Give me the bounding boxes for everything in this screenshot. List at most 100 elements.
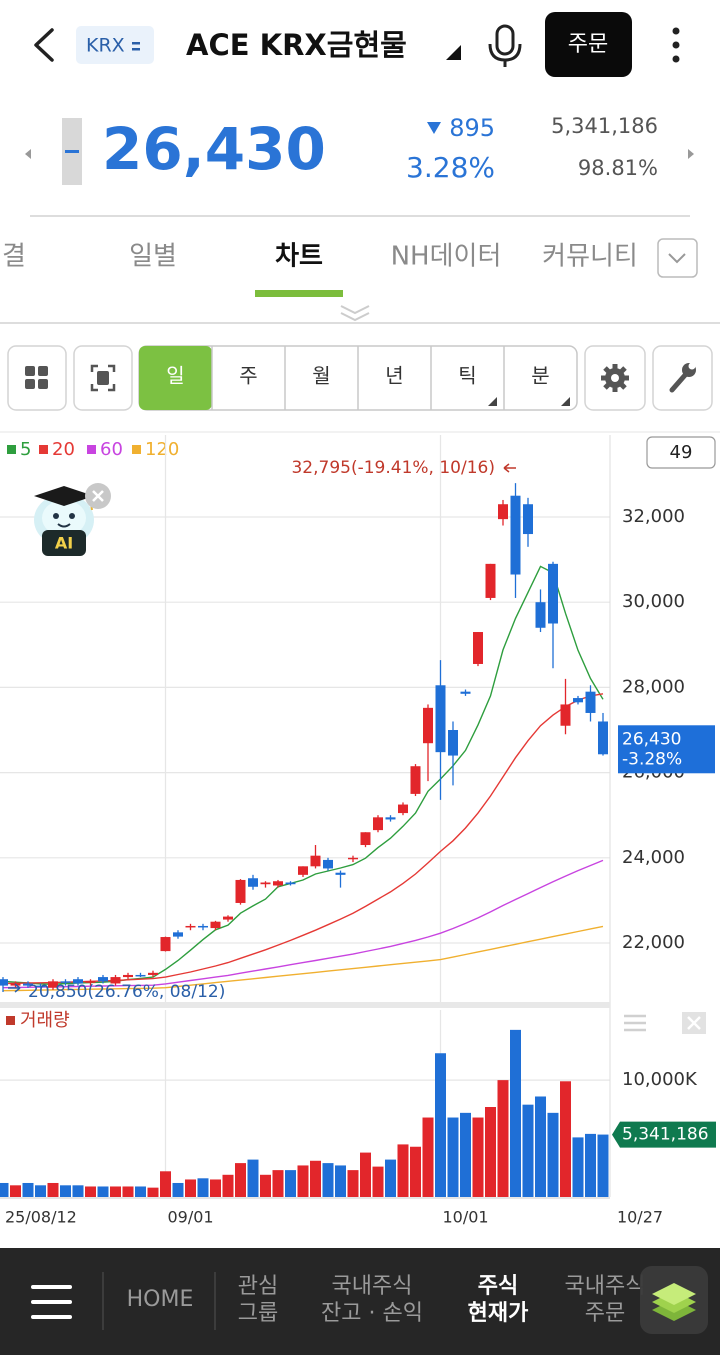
candle-body <box>248 878 258 887</box>
nav-label[interactable]: 관심 <box>238 1274 278 1299</box>
tab-label[interactable]: 커뮤니티 <box>542 242 638 272</box>
candle-body <box>460 691 471 694</box>
candle-body <box>573 698 583 703</box>
nav-label[interactable]: 국내주식 <box>332 1274 413 1299</box>
volume-bar <box>322 1163 334 1197</box>
menu-button[interactable] <box>31 1285 72 1319</box>
exchange-badge[interactable] <box>76 26 154 64</box>
candle-body <box>198 925 208 928</box>
nav-label[interactable]: 국내주식 <box>565 1274 646 1299</box>
layout-icon <box>25 366 48 389</box>
title-dropdown[interactable] <box>446 45 461 60</box>
collapse-handle[interactable] <box>340 305 370 322</box>
volume-bar <box>147 1187 159 1197</box>
candle-body <box>510 495 521 575</box>
legend-label: 20 <box>52 439 75 460</box>
period-label[interactable]: 분 <box>531 364 549 388</box>
period-label[interactable]: 년 <box>385 364 403 388</box>
pane-splitter[interactable] <box>0 1002 610 1008</box>
volume-bar <box>485 1107 496 1197</box>
tab-label[interactable]: NH데이터 <box>391 242 502 272</box>
annotation-arrow <box>503 463 516 473</box>
volume-bar <box>260 1174 271 1197</box>
candle-body <box>73 979 83 984</box>
nav-label[interactable]: 주식 <box>478 1274 518 1299</box>
candle-body <box>123 974 133 978</box>
volume-bar <box>47 1182 59 1197</box>
volume-bar <box>385 1159 396 1197</box>
volume-bar <box>222 1174 234 1197</box>
ai-badge: AI <box>55 534 73 553</box>
candle-body <box>148 972 158 975</box>
tab-bar: 체결 일별 차트 NH데이터 커뮤니티 <box>0 242 638 297</box>
volume-bar <box>285 1170 296 1197</box>
tab-label[interactable]: 체결 <box>0 242 26 272</box>
nav-label[interactable]: 주문 <box>585 1301 625 1326</box>
y-tick-label: 32,000 <box>622 506 685 527</box>
candle-body <box>223 916 233 920</box>
tab-label[interactable]: 차트 <box>275 242 323 272</box>
candle-body <box>535 602 546 628</box>
order-button-label: 주문 <box>568 32 608 57</box>
volume-bar <box>360 1152 371 1197</box>
volume-tag-value: 5,341,186 <box>622 1125 709 1145</box>
legend-swatch <box>132 445 141 454</box>
layout-button[interactable] <box>7 345 67 411</box>
volume-bar <box>85 1186 96 1197</box>
legend-label: 60 <box>100 439 123 460</box>
x-tick-label: 10/27 <box>617 1208 663 1227</box>
volume-bar <box>372 1166 384 1197</box>
more-button[interactable] <box>672 27 680 63</box>
volume-bar <box>510 1029 521 1197</box>
candle-body <box>523 504 533 535</box>
ai-close-icon <box>92 490 104 502</box>
candle-body <box>210 921 221 929</box>
candle-body <box>48 981 58 988</box>
back-button[interactable] <box>34 28 54 62</box>
ai-assistant[interactable] <box>34 483 111 556</box>
candle-body <box>410 766 421 794</box>
nav-label[interactable]: 현재가 <box>468 1301 529 1326</box>
candle-body <box>373 817 383 831</box>
ma-line <box>2 859 604 989</box>
order-button[interactable] <box>545 12 632 77</box>
nav-label[interactable]: 그룹 <box>238 1301 278 1326</box>
legend-swatch <box>7 445 16 454</box>
legend-label: 5 <box>20 439 31 460</box>
candle-body <box>323 859 333 869</box>
gear-icon <box>601 364 629 392</box>
prev-arrow[interactable] <box>25 149 31 159</box>
mic-button[interactable] <box>488 24 522 67</box>
visible-count-box[interactable] <box>646 436 716 469</box>
volume-bar <box>585 1133 596 1197</box>
period-label[interactable]: 주 <box>239 364 257 388</box>
volume-bar <box>172 1182 184 1197</box>
pane-menu-icon[interactable] <box>624 1014 646 1032</box>
volume-bar <box>72 1185 84 1197</box>
high-annotation: 32,795(-19.41%, 10/16) <box>291 458 495 478</box>
volume-bar <box>197 1178 209 1197</box>
tab-dropdown[interactable] <box>657 238 698 278</box>
ma-line <box>2 693 604 985</box>
nav-label[interactable]: HOME <box>127 1287 194 1312</box>
volume-legend-swatch <box>6 1016 15 1025</box>
y-tick-label: 28,000 <box>622 676 685 697</box>
legend-swatch <box>39 445 48 454</box>
candle-body <box>35 985 46 988</box>
volume-bar <box>247 1159 259 1197</box>
candle-body <box>385 817 396 820</box>
annotation-arrow <box>8 983 21 993</box>
candle-body <box>598 721 608 755</box>
price-plot <box>0 435 610 1002</box>
period-label[interactable]: 일 <box>166 364 184 388</box>
next-arrow[interactable] <box>688 149 694 159</box>
tab-label[interactable]: 일별 <box>129 242 177 272</box>
nav-label[interactable]: 잔고 · 손익 <box>321 1301 423 1326</box>
volume-bar <box>122 1186 134 1197</box>
price-change-pct: 3.28% <box>406 151 495 184</box>
stock-title[interactable]: ACE KRX금현물 <box>186 28 407 62</box>
period-label[interactable]: 월 <box>312 364 330 388</box>
volume-bar <box>422 1117 434 1197</box>
volume-tag <box>612 1121 716 1148</box>
period-label[interactable]: 틱 <box>458 364 476 388</box>
